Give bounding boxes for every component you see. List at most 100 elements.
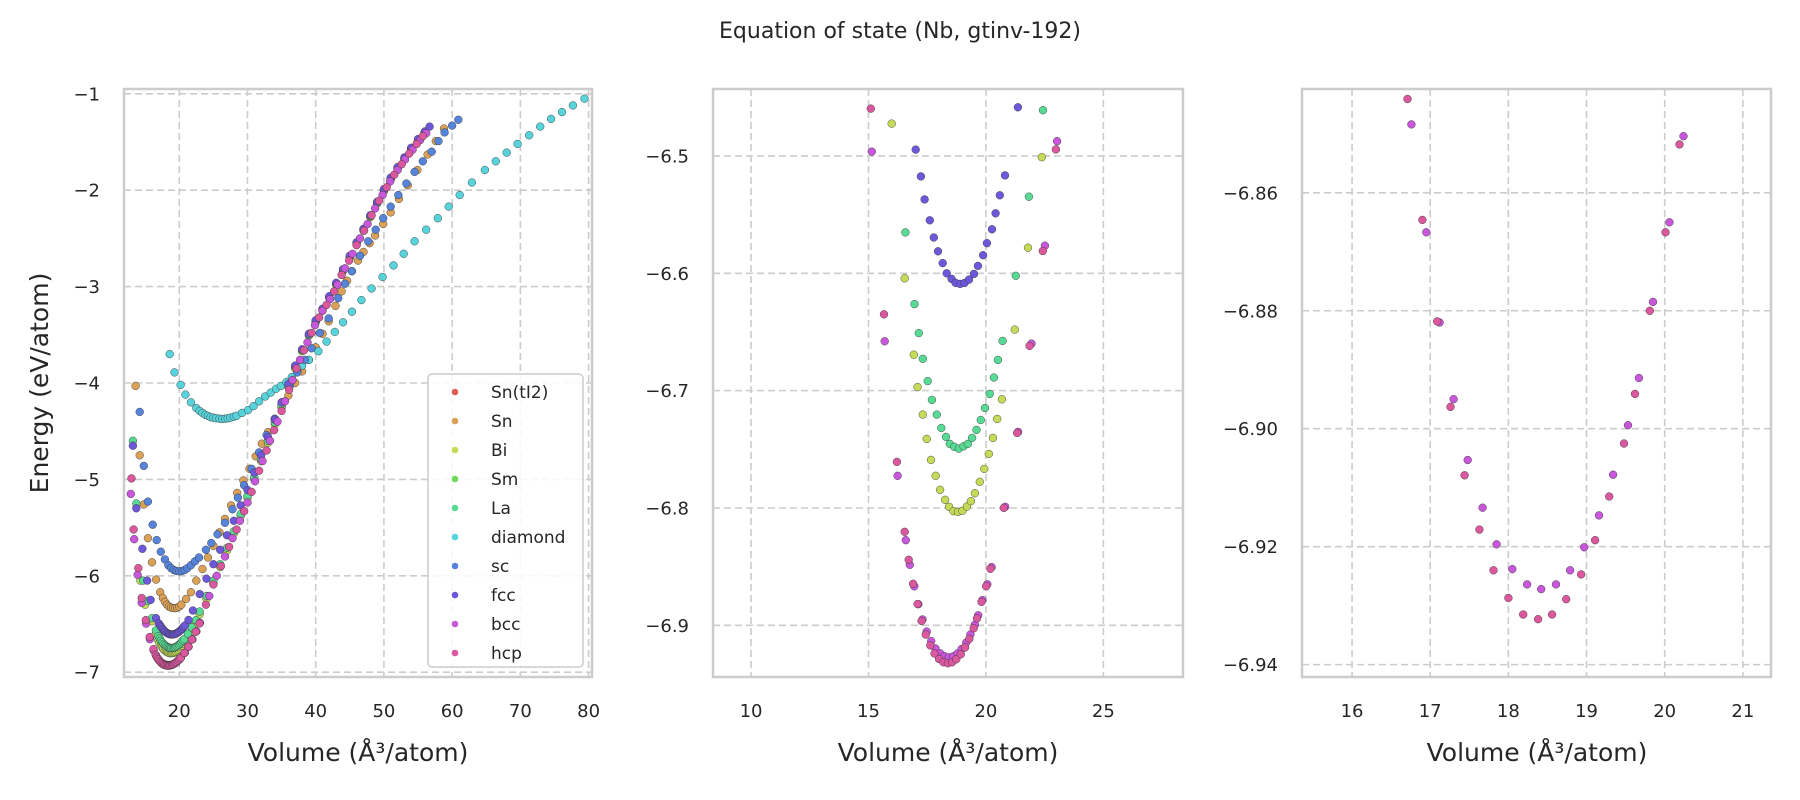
- data-point: [926, 641, 935, 650]
- data-point: [1547, 610, 1557, 619]
- data-point: [966, 497, 976, 506]
- data-point: [170, 368, 179, 377]
- data-point: [879, 310, 889, 319]
- data-point: [250, 477, 260, 486]
- data-point: [137, 593, 146, 603]
- y-tick-label: −6.9: [645, 616, 689, 637]
- data-point: [941, 432, 951, 442]
- data-point: [410, 167, 419, 177]
- x-tick-label: 19: [1575, 701, 1598, 722]
- data-point: [348, 249, 357, 258]
- data-point: [887, 119, 896, 128]
- data-point: [900, 527, 909, 536]
- data-point: [338, 318, 348, 327]
- y-axis-label: Energy (eV/atom): [25, 273, 54, 494]
- series-hcp: [866, 104, 1061, 668]
- data-point: [130, 535, 139, 544]
- series-fcc: [128, 122, 434, 639]
- data-point: [135, 407, 144, 417]
- data-point: [980, 464, 989, 474]
- x-tick-label: 50: [372, 701, 395, 722]
- data-point: [322, 300, 331, 310]
- data-point: [972, 425, 981, 435]
- data-point: [938, 258, 947, 268]
- data-point: [937, 423, 946, 433]
- data-point: [580, 94, 589, 103]
- data-point: [220, 518, 230, 527]
- x-tick-label: 17: [1419, 701, 1442, 722]
- data-point: [322, 337, 331, 346]
- data-point: [195, 589, 204, 599]
- data-point: [940, 495, 950, 504]
- data-point: [1580, 543, 1589, 552]
- data-point: [960, 643, 970, 652]
- data-point: [146, 595, 155, 605]
- y-tick-label: −6.90: [1223, 419, 1278, 440]
- data-point: [139, 461, 148, 471]
- data-point: [930, 649, 939, 658]
- data-point: [288, 375, 297, 385]
- data-point: [900, 274, 909, 283]
- data-point: [209, 580, 218, 589]
- data-point: [382, 183, 391, 192]
- series-diamond: [165, 94, 589, 424]
- data-point: [455, 190, 464, 200]
- legend-item: Sn: [451, 412, 513, 432]
- data-point: [422, 225, 431, 234]
- data-point: [909, 350, 918, 359]
- legend-label: bcc: [491, 615, 520, 635]
- data-point: [295, 355, 305, 365]
- data-point: [892, 457, 902, 467]
- data-point: [265, 436, 275, 445]
- data-point: [913, 599, 922, 609]
- data-point: [187, 635, 197, 644]
- data-point: [176, 380, 185, 390]
- data-point: [1619, 439, 1629, 448]
- data-point: [513, 139, 522, 149]
- x-tick-label: 30: [236, 701, 259, 722]
- data-point: [999, 503, 1008, 513]
- data-point: [292, 364, 301, 373]
- data-point: [1576, 570, 1586, 579]
- data-point: [390, 170, 399, 179]
- data-point: [195, 607, 204, 616]
- data-point: [987, 225, 997, 234]
- data-point: [126, 489, 135, 499]
- data-point: [1565, 566, 1575, 575]
- data-point: [1648, 297, 1658, 307]
- data-point: [180, 648, 189, 658]
- data-point: [1407, 120, 1416, 129]
- data-point: [977, 597, 986, 607]
- y-tick-label: −7: [73, 663, 100, 684]
- data-point: [933, 247, 943, 256]
- y-tick-label: −6.7: [645, 381, 689, 402]
- data-point: [220, 552, 230, 561]
- data-point: [143, 497, 153, 506]
- data-point: [866, 104, 875, 113]
- data-point: [1449, 395, 1458, 404]
- data-point: [340, 279, 350, 288]
- data-point: [995, 191, 1004, 200]
- data-point: [254, 466, 264, 475]
- legend-box: [427, 373, 584, 668]
- data-point: [141, 615, 150, 625]
- data-point: [207, 538, 216, 548]
- data-point: [916, 172, 926, 181]
- scatter-points: [126, 94, 589, 670]
- data-point: [212, 571, 221, 580]
- data-point: [314, 313, 324, 322]
- data-point: [273, 417, 282, 426]
- data-point: [1630, 389, 1640, 399]
- data-point: [989, 373, 999, 382]
- data-point: [399, 249, 408, 258]
- figure-title: Equation of state (Nb, gtinv-192): [719, 19, 1081, 44]
- data-point: [347, 267, 357, 276]
- data-point: [1519, 610, 1528, 619]
- legend: Sn(tI2) Sn Bi Sm La diamond sc fcc bcc hcp: [427, 373, 584, 668]
- legend-label: hcp: [491, 644, 522, 664]
- data-point: [330, 327, 339, 337]
- data-point: [181, 594, 191, 604]
- data-point: [986, 564, 995, 573]
- data-point: [239, 507, 249, 516]
- data-point: [867, 147, 876, 156]
